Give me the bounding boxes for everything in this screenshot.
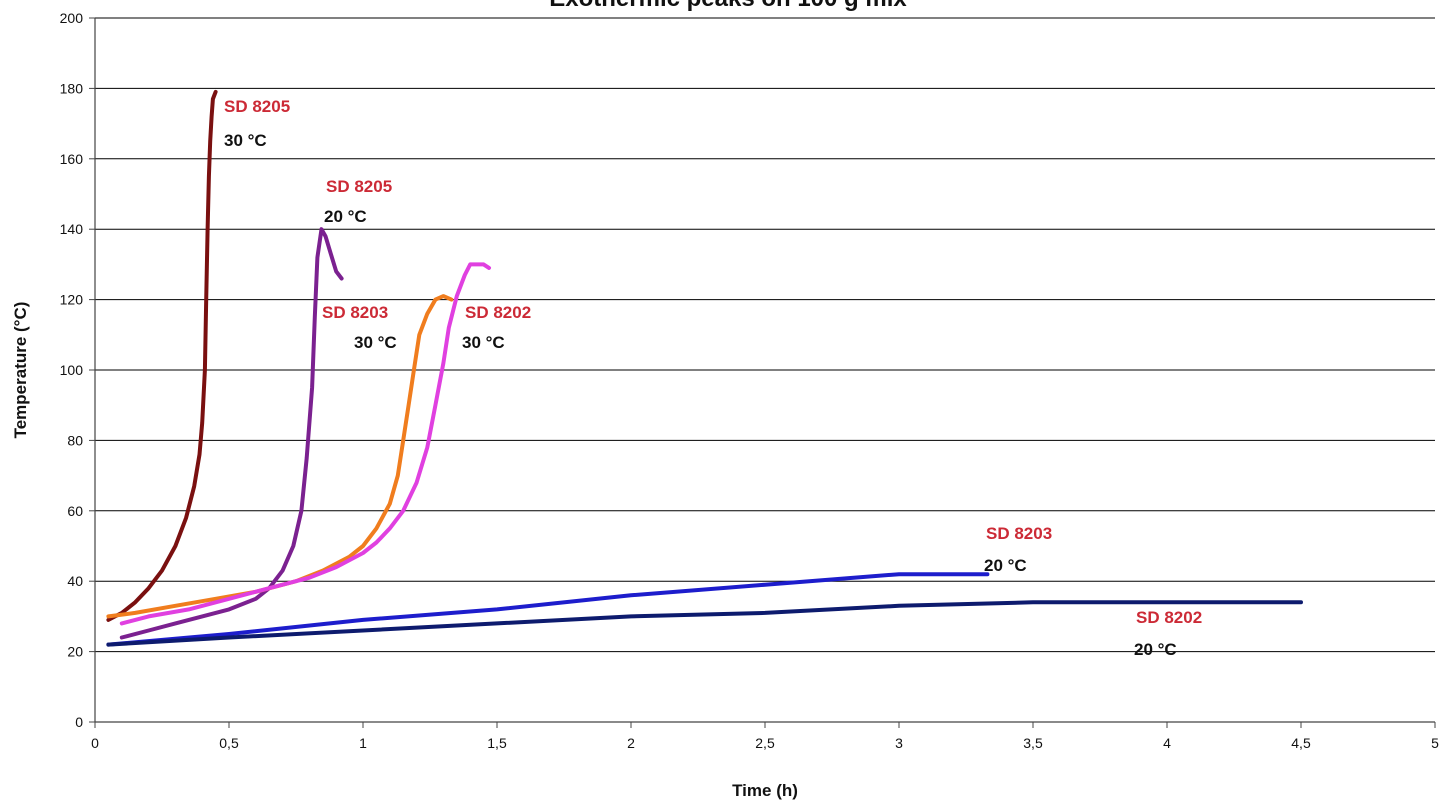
series-label-temp: 20 °C bbox=[984, 556, 1027, 575]
series-line-5 bbox=[106, 572, 990, 647]
x-tick-label: 3,5 bbox=[1023, 735, 1043, 751]
series-label-temp: 20 °C bbox=[1134, 640, 1177, 659]
x-tick-label: 1 bbox=[359, 735, 367, 751]
y-tick-label: 0 bbox=[75, 714, 83, 730]
grid bbox=[95, 17, 1435, 653]
x-tick-label: 2,5 bbox=[755, 735, 775, 751]
series-line-2 bbox=[119, 227, 344, 640]
chart-title: Exothermic peaks on 100 g mix bbox=[549, 0, 907, 12]
series-label-temp: 30 °C bbox=[462, 333, 505, 352]
y-tick-label: 40 bbox=[67, 573, 83, 589]
y-tick-label: 140 bbox=[60, 221, 84, 237]
series-label-name: SD 8203 bbox=[322, 303, 388, 322]
series-line-4 bbox=[119, 262, 491, 626]
series-label-temp: 30 °C bbox=[354, 333, 397, 352]
y-tick-label: 200 bbox=[60, 10, 84, 26]
x-tick-label: 4 bbox=[1163, 735, 1171, 751]
series-line-3 bbox=[106, 294, 454, 619]
series-label-name: SD 8205 bbox=[326, 177, 392, 196]
series-label-name: SD 8202 bbox=[465, 303, 531, 322]
series-labels: SD 8205 30 °C SD 8205 20 °C SD 8203 30 °C SD 8… bbox=[224, 97, 1202, 659]
y-tick-labels: 0 20 40 60 80 100 120 140 160 180 200 bbox=[60, 10, 95, 730]
y-tick-label: 80 bbox=[67, 432, 83, 448]
series-line-1 bbox=[106, 89, 218, 622]
series-label-name: SD 8203 bbox=[986, 524, 1052, 543]
x-tick-label: 3 bbox=[895, 735, 903, 751]
series-lines bbox=[106, 89, 1303, 647]
y-tick-label: 160 bbox=[60, 151, 84, 167]
y-tick-label: 180 bbox=[60, 80, 84, 96]
y-tick-label: 60 bbox=[67, 503, 83, 519]
series-label-name: SD 8202 bbox=[1136, 608, 1202, 627]
series-line-6 bbox=[106, 600, 1303, 647]
x-tick-label: 4,5 bbox=[1291, 735, 1311, 751]
x-tick-label: 1,5 bbox=[487, 735, 507, 751]
series-label-temp: 20 °C bbox=[324, 207, 367, 226]
x-tick-label: 2 bbox=[627, 735, 635, 751]
y-tick-label: 20 bbox=[67, 644, 83, 660]
y-tick-label: 100 bbox=[60, 362, 84, 378]
x-tick-label: 5 bbox=[1431, 735, 1439, 751]
x-tick-label: 0 bbox=[91, 735, 99, 751]
x-tick-label: 0,5 bbox=[219, 735, 239, 751]
series-label-name: SD 8205 bbox=[224, 97, 290, 116]
x-tick-labels: 0 0,5 1 1,5 2 2,5 3 3,5 4 4,5 5 bbox=[91, 722, 1439, 751]
y-axis-title: Temperature (°C) bbox=[11, 302, 30, 439]
y-tick-label: 120 bbox=[60, 292, 84, 308]
series-label-temp: 30 °C bbox=[224, 131, 267, 150]
x-axis-title: Time (h) bbox=[732, 781, 798, 800]
